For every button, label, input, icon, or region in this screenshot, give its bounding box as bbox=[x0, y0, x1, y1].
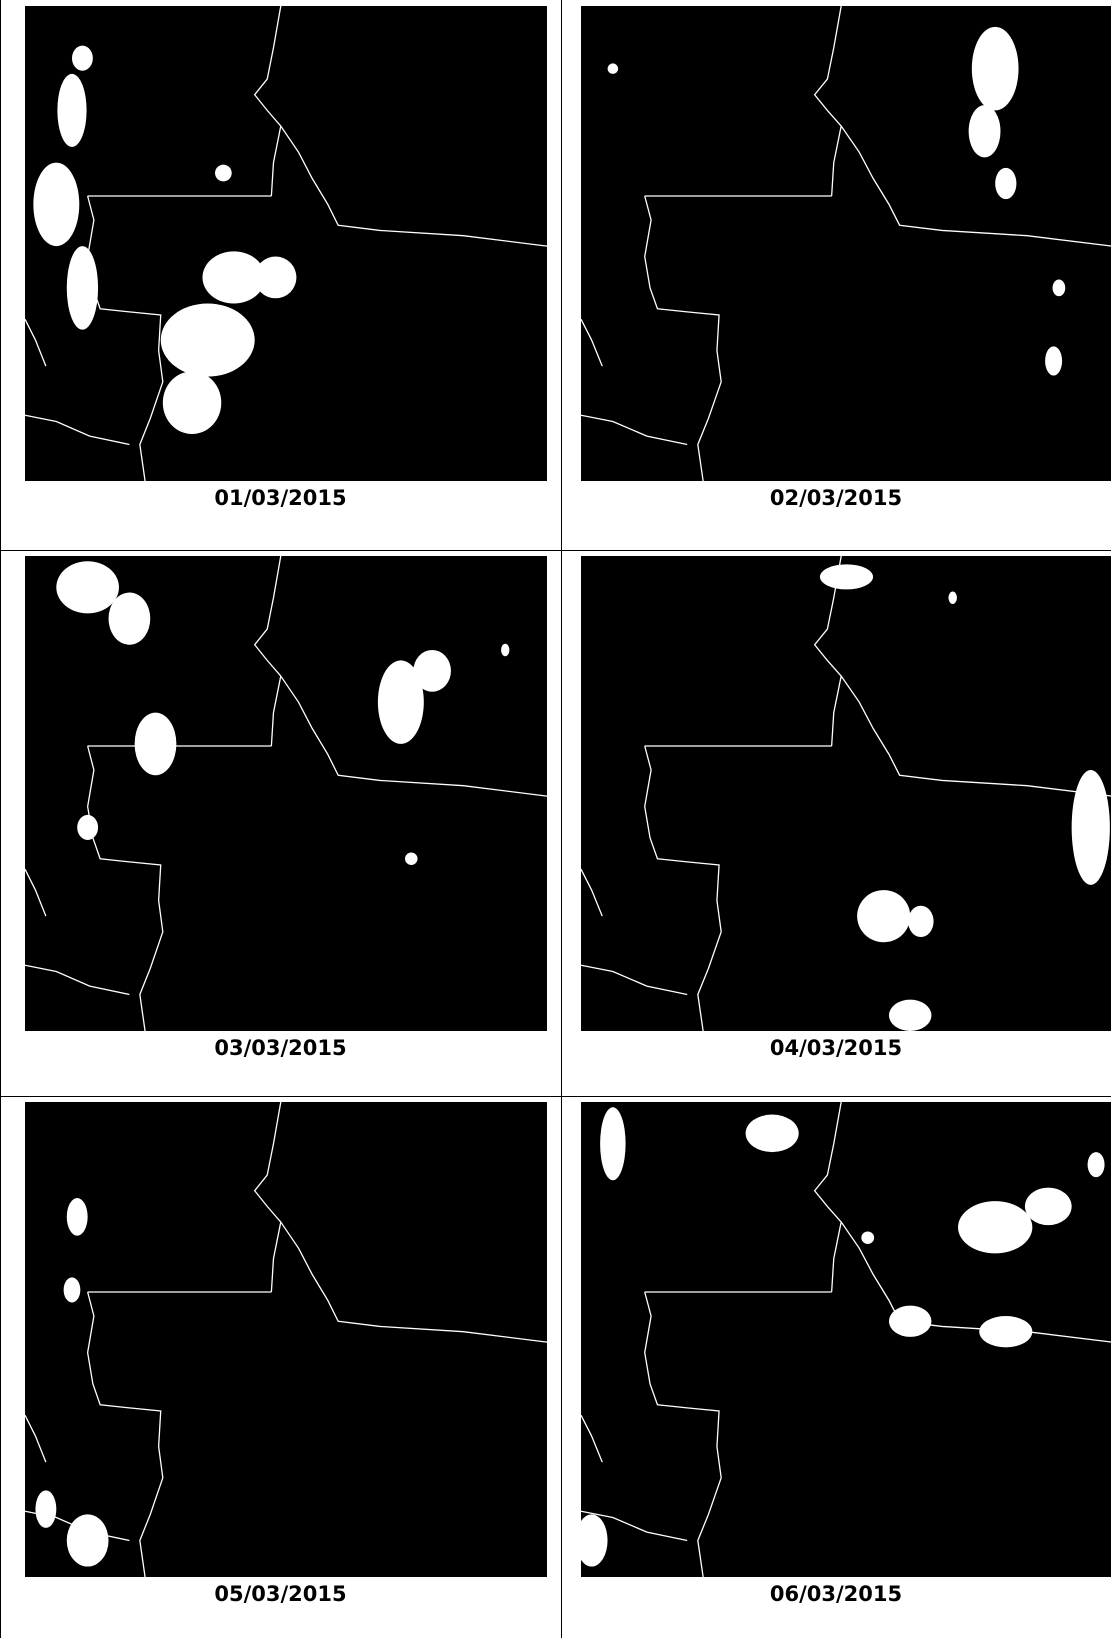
cloud-region bbox=[35, 1490, 56, 1528]
cloud-region bbox=[501, 644, 509, 657]
figure-cell: 05/03/2015 bbox=[0, 1096, 561, 1638]
cloud-region bbox=[67, 1198, 88, 1236]
cloud-region bbox=[1025, 1188, 1072, 1226]
cloud-region bbox=[857, 890, 910, 942]
figure-cell: 03/03/2015 bbox=[0, 550, 561, 1096]
cloud-region bbox=[820, 564, 873, 589]
cloud-region bbox=[995, 168, 1016, 199]
cloud-region bbox=[67, 1514, 109, 1566]
satellite-image bbox=[581, 556, 1111, 1031]
cloud-region bbox=[413, 650, 451, 692]
figure-cell: 04/03/2015 bbox=[561, 550, 1111, 1096]
cloud-region bbox=[1088, 1152, 1105, 1177]
cloud-region bbox=[948, 591, 956, 604]
cloud-region bbox=[958, 1201, 1032, 1253]
cloud-region bbox=[161, 304, 255, 377]
cloud-region bbox=[889, 1306, 931, 1337]
cloud-region bbox=[405, 852, 418, 865]
cloud-region bbox=[163, 371, 221, 434]
cloud-region bbox=[608, 63, 619, 73]
image-caption: 01/03/2015 bbox=[0, 486, 561, 510]
cloud-region bbox=[600, 1107, 625, 1180]
cloud-region bbox=[969, 105, 1001, 157]
cloud-region bbox=[1072, 770, 1110, 885]
image-caption: 06/03/2015 bbox=[561, 1582, 1111, 1606]
cloud-region bbox=[135, 713, 177, 776]
figure-cell: 01/03/2015 bbox=[0, 0, 561, 550]
image-caption: 03/03/2015 bbox=[0, 1036, 561, 1060]
figure-cell: 02/03/2015 bbox=[561, 0, 1111, 550]
image-caption: 04/03/2015 bbox=[561, 1036, 1111, 1060]
figure-cell: 06/03/2015 bbox=[561, 1096, 1111, 1638]
cloud-region bbox=[64, 1277, 81, 1302]
cloud-region bbox=[1053, 280, 1066, 297]
satellite-image bbox=[25, 1102, 547, 1577]
cloud-region bbox=[72, 46, 93, 71]
figure-page: 01/03/201502/03/2015 03/03/201504/03/2015… bbox=[0, 0, 1111, 1638]
cloud-region bbox=[57, 74, 86, 147]
cloud-region bbox=[33, 163, 79, 247]
image-caption: 02/03/2015 bbox=[561, 486, 1111, 510]
image-caption: 05/03/2015 bbox=[0, 1582, 561, 1606]
cloud-region bbox=[746, 1115, 799, 1153]
cloud-region bbox=[972, 27, 1019, 111]
cloud-region bbox=[56, 561, 119, 613]
cloud-region bbox=[908, 906, 933, 937]
cloud-region bbox=[861, 1231, 874, 1244]
satellite-image bbox=[581, 1102, 1111, 1577]
cloud-region bbox=[1045, 346, 1062, 375]
satellite-image bbox=[25, 556, 547, 1031]
cloud-region bbox=[77, 815, 98, 840]
cloud-region bbox=[255, 257, 297, 299]
cloud-region bbox=[215, 165, 232, 182]
satellite-image bbox=[25, 6, 547, 481]
satellite-image bbox=[581, 6, 1111, 481]
cloud-region bbox=[109, 593, 151, 645]
cloud-region bbox=[889, 1000, 931, 1031]
